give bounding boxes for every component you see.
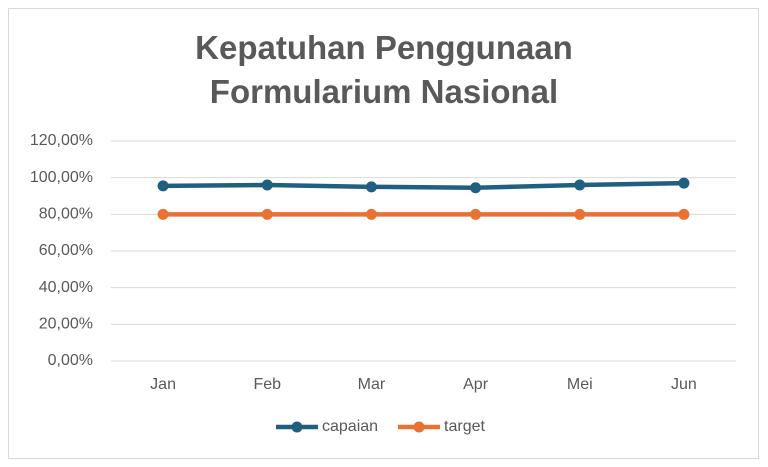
data-point: [678, 208, 690, 220]
chart-title: Kepatuhan Penggunaan Formularium Nasiona…: [195, 29, 573, 110]
data-point: [157, 208, 169, 220]
legend-label: capaian: [322, 418, 378, 435]
data-point: [261, 208, 273, 220]
x-tick-label: Apr: [463, 376, 489, 393]
y-tick-label: 120,00%: [30, 132, 93, 149]
x-tick-label: Mar: [358, 376, 386, 393]
y-tick-label: 20,00%: [39, 316, 93, 333]
data-point: [470, 208, 482, 220]
legend-marker: [291, 421, 303, 433]
data-point: [470, 182, 482, 194]
data-point: [574, 208, 586, 220]
y-tick-label: 80,00%: [39, 206, 93, 223]
series-line: [163, 180, 684, 190]
data-point: [574, 179, 586, 191]
x-tick-label: Jun: [671, 376, 697, 393]
chart-border: [8, 8, 759, 459]
data-point: [157, 180, 169, 192]
y-tick-label: 100,00%: [30, 169, 93, 186]
data-point: [365, 181, 377, 193]
data-point: [678, 177, 690, 189]
legend-label: target: [444, 418, 485, 435]
y-tick-label: 0,00%: [48, 352, 93, 369]
x-tick-label: Mei: [567, 376, 593, 393]
x-tick-label: Jan: [150, 376, 176, 393]
y-tick-label: 40,00%: [39, 279, 93, 296]
x-tick-label: Feb: [253, 376, 281, 393]
data-point: [365, 208, 377, 220]
y-tick-label: 60,00%: [39, 242, 93, 259]
legend-marker: [413, 421, 425, 433]
data-point: [261, 179, 273, 191]
